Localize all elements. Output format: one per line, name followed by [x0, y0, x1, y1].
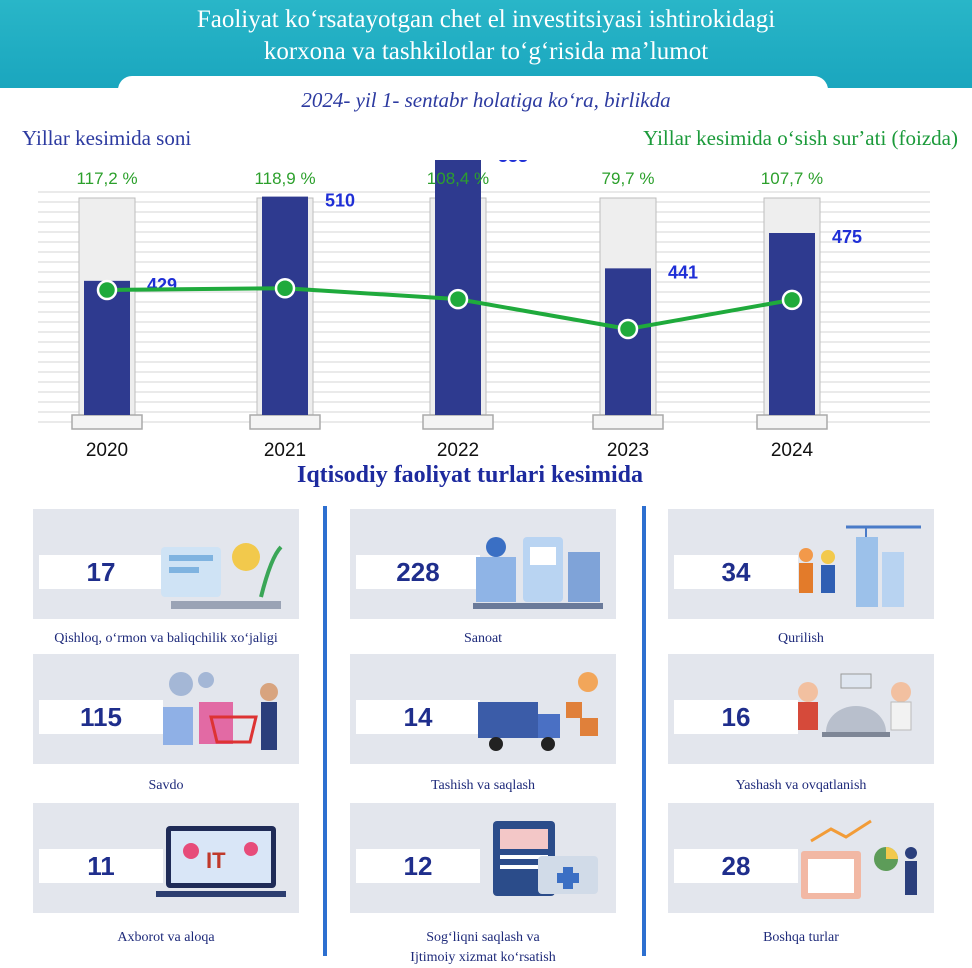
- x-tick-label: 2020: [86, 440, 128, 460]
- category-count-box: 12: [356, 849, 480, 883]
- bar-base: [71, 414, 143, 430]
- growth-point: [447, 288, 469, 310]
- agriculture-icon: [161, 543, 283, 609]
- category-label: Sogʻliqni saqlash va Ijtimoiy xizmat koʻr…: [333, 928, 633, 968]
- category-count-box: 115: [39, 700, 163, 734]
- category-card: 34: [668, 509, 934, 619]
- category-count: 11: [87, 851, 115, 881]
- line-series-label: Yillar kesimida oʻsish surʼati (foizda): [643, 126, 958, 150]
- category-count-box: 34: [674, 555, 798, 589]
- svg-text:IT: IT: [206, 848, 226, 873]
- category-card: 11 IT: [33, 803, 299, 913]
- growth-rate-label: 117,2 %: [76, 169, 137, 188]
- category-label-line: Axborot va aloqa: [117, 930, 215, 945]
- category-count: 115: [80, 702, 122, 732]
- bar: [262, 196, 308, 415]
- other-icon: [801, 819, 917, 899]
- category-label-line: Qurilish: [778, 631, 824, 646]
- bar-base: [756, 414, 828, 430]
- bar: [84, 280, 130, 415]
- category-count: 28: [721, 851, 751, 881]
- bar: [435, 160, 481, 415]
- growth-rate-label: 118,9 %: [254, 169, 315, 188]
- header-banner: Faoliyat koʻrsatayotgan chet el investit…: [0, 0, 972, 88]
- title-line-2: korxona va tashkilotlar toʻgʻrisida maʼl…: [263, 38, 709, 65]
- category-card: 17: [33, 509, 299, 619]
- category-count: 228: [396, 557, 440, 587]
- category-label: Tashish va saqlash: [333, 776, 633, 796]
- category-count: 12: [403, 851, 433, 881]
- category-label: Savdo: [16, 776, 316, 796]
- category-card: 16: [668, 654, 934, 764]
- category-count: 16: [721, 702, 751, 732]
- x-tick-label: 2024: [771, 440, 814, 460]
- category-card: 28: [668, 803, 934, 913]
- industry-icon: [473, 537, 603, 609]
- category-count-box: 17: [39, 555, 163, 589]
- transport-icon: [478, 672, 598, 751]
- growth-rate-label: 108,4 %: [427, 169, 489, 188]
- bar-value-label: 510: [325, 191, 355, 211]
- category-label: Boshqa turlar: [651, 928, 951, 948]
- category-label-line: Ijtimoiy xizmat koʻrsatish: [410, 950, 556, 965]
- x-tick-label: 2021: [264, 440, 306, 460]
- category-count: 34: [721, 557, 751, 587]
- it-icon: IT: [156, 826, 286, 897]
- chart: 429 117,2 % 2020 510 118,9 % 2021 553 108,4 % 20…: [38, 160, 930, 460]
- hospitality-icon: [798, 673, 912, 737]
- category-label-line: Sogʻliqni saqlash va: [426, 930, 540, 945]
- bar: [605, 268, 651, 415]
- category-count-box: 28: [674, 849, 798, 883]
- title-line-1: Faoliyat koʻrsatayotgan chet el investit…: [196, 6, 776, 33]
- category-label-line: Qishloq, oʻrmon va baliqchilik xoʻjaligi: [54, 631, 278, 646]
- category-label-line: Tashish va saqlash: [430, 778, 535, 793]
- category-card: 115: [33, 654, 299, 764]
- bar-base: [422, 414, 494, 430]
- x-tick-label: 2022: [437, 440, 479, 460]
- category-label: Yashash va ovqatlanish: [651, 776, 951, 796]
- category-label: Qurilish: [651, 629, 951, 649]
- category-count-box: 14: [356, 700, 480, 734]
- category-count: 17: [86, 557, 116, 587]
- section-title: Iqtisodiy faoliyat turlari kesimida: [296, 462, 644, 488]
- growth-point: [274, 277, 296, 299]
- bar-value-label: 475: [832, 227, 862, 247]
- x-tick-label: 2023: [607, 440, 649, 460]
- category-label: Axborot va aloqa: [16, 928, 316, 948]
- growth-rate-label: 107,7 %: [761, 169, 823, 188]
- category-label-line: Sanoat: [463, 631, 503, 646]
- growth-rate-label: 79,7 %: [602, 169, 655, 188]
- bar-base: [249, 414, 321, 430]
- category-count: 14: [403, 702, 433, 732]
- construction-icon: [799, 525, 921, 607]
- growth-point: [96, 279, 118, 301]
- category-label: Qishloq, oʻrmon va baliqchilik xoʻjaligi: [16, 629, 316, 649]
- header-tab: [118, 76, 828, 106]
- trade-icon: [163, 672, 278, 750]
- category-count-box: 16: [674, 700, 798, 734]
- category-label-line: Savdo: [148, 778, 184, 793]
- bar-value-label: 441: [668, 262, 698, 282]
- category-count-box: 228: [356, 555, 480, 589]
- subtitle: 2024- yil 1- sentabr holatiga koʻra, bir…: [301, 88, 671, 112]
- column-divider: [323, 506, 327, 956]
- bar-series-label: Yillar kesimida soni: [22, 126, 192, 150]
- bar: [769, 233, 815, 415]
- category-label-line: Yashash va ovqatlanish: [735, 778, 867, 793]
- category-count-box: 11: [39, 849, 163, 883]
- growth-point: [781, 289, 803, 311]
- bar-base: [592, 414, 664, 430]
- growth-point: [617, 318, 639, 340]
- health-icon: [493, 821, 598, 896]
- category-label-line: Boshqa turlar: [763, 930, 839, 945]
- category-card: 12: [350, 803, 616, 913]
- category-card: 14: [350, 654, 616, 764]
- column-divider: [642, 506, 646, 956]
- category-card: 228: [350, 509, 616, 619]
- bar-value-label: 553: [498, 160, 528, 166]
- bar-value-label: 429: [147, 275, 177, 295]
- category-label: Sanoat: [333, 629, 633, 649]
